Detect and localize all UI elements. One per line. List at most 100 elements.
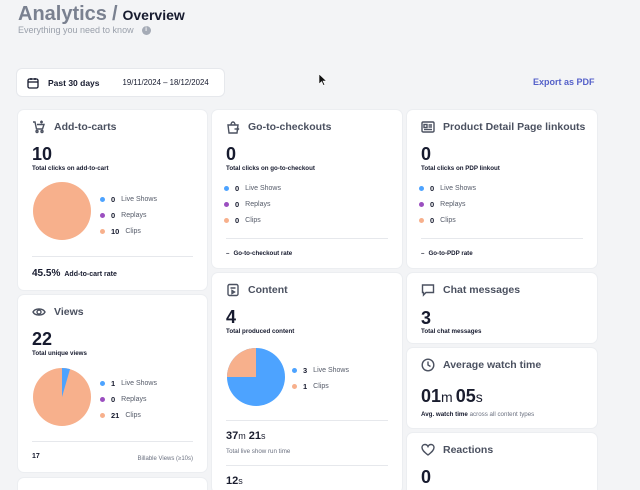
pdp-legend: 0 Live Shows 0 Replays 0 Clips bbox=[419, 180, 476, 228]
legend-replays: 0 Replays bbox=[224, 196, 281, 212]
date-range-label: Past 30 days bbox=[48, 77, 100, 88]
legend-replays: 0 Replays bbox=[100, 207, 157, 223]
views-legend: 1 Live Shows 0 Replays 21 Clips bbox=[100, 375, 157, 423]
next-metric-value: 12 s bbox=[226, 475, 243, 487]
go-to-pdp-rate-value: – bbox=[421, 250, 425, 257]
chat-caption: Total chat messages bbox=[421, 328, 482, 335]
pie-slice-clips bbox=[33, 182, 91, 240]
runtime-seconds: 21 bbox=[248, 430, 261, 442]
content-caption: Total produced content bbox=[226, 328, 295, 335]
bag-arrow-icon bbox=[227, 121, 240, 134]
watch-time-minutes: 01 bbox=[421, 386, 442, 406]
add-to-carts-legend: 0 Live Shows 0 Replays 10 Clips bbox=[100, 191, 157, 239]
legend-live-value: 3 bbox=[303, 365, 308, 375]
legend-live: 0 Live Shows bbox=[224, 180, 281, 196]
date-range-value: 19/11/2024 – 18/12/2024 bbox=[122, 78, 209, 87]
go-to-checkout-rate-value: – bbox=[226, 250, 230, 257]
legend-live: 3 Live Shows bbox=[292, 362, 349, 378]
runtime-minutes-unit: m bbox=[238, 431, 246, 441]
page-subtitle: Everything you need to know bbox=[18, 25, 134, 35]
add-to-carts-title: Add-to-carts bbox=[54, 121, 117, 133]
legend-replays-value: 0 bbox=[235, 199, 240, 209]
views-caption: Total unique views bbox=[32, 350, 87, 357]
legend-live-label: Live Shows bbox=[440, 184, 476, 192]
pdp-caption: Total clicks on PDP linkout bbox=[421, 165, 500, 172]
legend-clips-value: 0 bbox=[235, 215, 240, 225]
runtime-seconds-unit: s bbox=[261, 431, 266, 441]
views-pie bbox=[33, 367, 91, 426]
chat-messages-card: Chat messages 3 Total chat messages bbox=[407, 273, 597, 343]
legend-clips-label: Clips bbox=[125, 227, 141, 235]
legend-clips-label: Clips bbox=[245, 216, 261, 224]
add-to-carts-pie bbox=[33, 182, 91, 240]
legend-live-value: 0 bbox=[430, 183, 435, 193]
legend-replays-value: 0 bbox=[111, 210, 116, 220]
chat-value: 3 bbox=[421, 308, 432, 328]
go-to-checkouts-header: Go-to-checkouts bbox=[226, 120, 331, 134]
legend-clips-value: 21 bbox=[111, 410, 120, 420]
go-to-checkout-rate: – Go-to-checkout rate bbox=[226, 250, 292, 257]
legend-clips: 0 Clips bbox=[419, 212, 476, 228]
add-to-carts-caption: Total clicks on add-to-cart bbox=[32, 165, 109, 172]
watch-time-header: Average watch time bbox=[421, 358, 541, 372]
legend-clips-label: Clips bbox=[440, 216, 456, 224]
watch-time-caption-rest: across all content types bbox=[469, 411, 535, 418]
views-title: Views bbox=[54, 306, 84, 318]
add-to-cart-rate: 45.5% Add-to-cart rate bbox=[32, 268, 117, 279]
views-header: Views bbox=[32, 305, 84, 319]
partial-card-bottom-left bbox=[18, 478, 207, 490]
cart-plus-icon bbox=[33, 120, 45, 134]
heart-icon bbox=[421, 443, 435, 456]
go-to-checkouts-title: Go-to-checkouts bbox=[248, 121, 332, 133]
live-runtime-label: Total live show run time bbox=[226, 448, 291, 455]
reactions-value: 0 bbox=[421, 467, 432, 487]
info-icon[interactable]: i bbox=[141, 25, 151, 35]
live-runtime-value: 37 m 21 s bbox=[226, 430, 266, 442]
legend-live-value: 0 bbox=[235, 183, 240, 193]
content-value: 4 bbox=[226, 307, 237, 327]
reactions-header: Reactions bbox=[421, 443, 493, 457]
add-to-cart-rate-value: 45.5% bbox=[32, 268, 61, 279]
add-to-carts-header: Add-to-carts bbox=[32, 120, 116, 134]
billable-views-value: 17 bbox=[32, 453, 40, 460]
page-title: Analytics / Overview bbox=[18, 3, 185, 26]
watch-time-caption-bold: Avg. watch time bbox=[421, 411, 468, 418]
views-card: Views 22 Total unique views 1 Live Shows … bbox=[18, 295, 207, 472]
chat-title: Chat messages bbox=[443, 284, 521, 296]
legend-clips-value: 1 bbox=[303, 381, 308, 391]
legend-replays-value: 0 bbox=[111, 394, 116, 404]
legend-replays-label: Replays bbox=[121, 395, 147, 403]
reactions-card: Reactions 0 bbox=[407, 433, 597, 490]
next-metric-unit: s bbox=[238, 476, 243, 486]
export-pdf-button[interactable]: Export as PDF bbox=[533, 77, 595, 87]
average-watch-time-card: Average watch time 01 m 05 s Avg. watch … bbox=[407, 348, 597, 428]
legend-clips: 21 Clips bbox=[100, 407, 157, 423]
chat-header: Chat messages bbox=[421, 283, 520, 297]
content-title: Content bbox=[248, 284, 288, 296]
legend-clips: 0 Clips bbox=[224, 212, 281, 228]
pdp-header: Product Detail Page linkouts bbox=[421, 120, 585, 134]
calendar-icon bbox=[27, 77, 39, 89]
legend-clips-label: Clips bbox=[125, 411, 141, 419]
runtime-minutes: 37 bbox=[226, 430, 239, 442]
legend-live: 0 Live Shows bbox=[419, 180, 476, 196]
legend-live: 0 Live Shows bbox=[100, 191, 157, 207]
watch-time-seconds: 05 bbox=[455, 386, 476, 406]
content-icon bbox=[227, 283, 239, 297]
legend-live-label: Live Shows bbox=[245, 184, 281, 192]
watch-time-caption: Avg. watch time across all content types bbox=[421, 411, 534, 418]
date-range-selector[interactable]: Past 30 days 19/11/2024 – 18/12/2024 bbox=[17, 69, 224, 96]
legend-replays: 0 Replays bbox=[100, 391, 157, 407]
legend-clips: 10 Clips bbox=[100, 223, 157, 239]
legend-live-value: 0 bbox=[111, 194, 116, 204]
go-to-pdp-rate: – Go-to-PDP rate bbox=[421, 250, 473, 257]
legend-live-label: Live Shows bbox=[121, 195, 157, 203]
eye-icon bbox=[32, 308, 46, 316]
title-separator: / bbox=[111, 3, 118, 25]
watch-time-value: 01 m 05 s bbox=[421, 386, 483, 407]
go-to-checkouts-value: 0 bbox=[226, 144, 237, 164]
chat-bubble-icon bbox=[421, 284, 435, 297]
content-pie bbox=[227, 348, 285, 406]
watch-time-title: Average watch time bbox=[443, 359, 542, 371]
legend-replays-label: Replays bbox=[121, 211, 147, 219]
